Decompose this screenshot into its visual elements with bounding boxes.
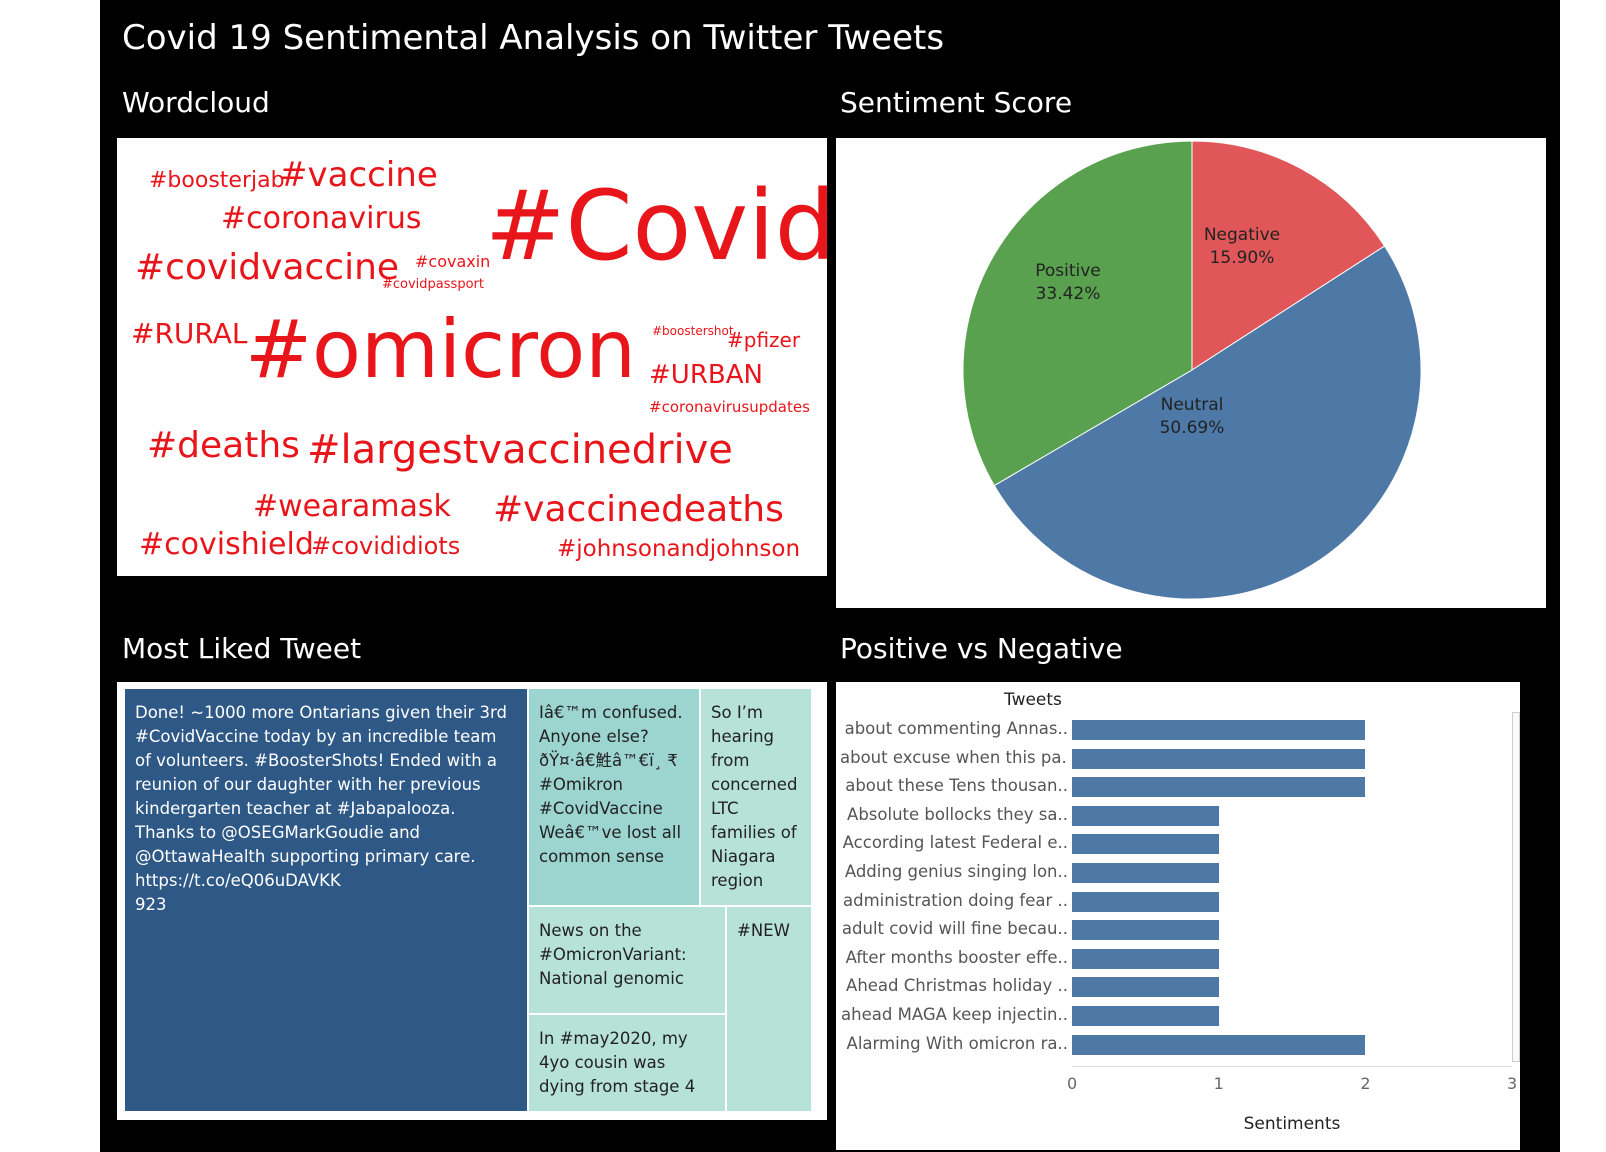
- pie-label-positive-value: 33.42%: [1035, 284, 1101, 304]
- bar-scrollbar[interactable]: [1512, 712, 1520, 1062]
- treemap-cell-news[interactable]: News on the #OmicronVariant: National ge…: [529, 907, 727, 1015]
- bar-plot-area: about commenting Annas.. about excuse whe…: [836, 716, 1520, 1066]
- bar-marks: [1072, 716, 1512, 1066]
- word-covid[interactable]: #Covid: [485, 170, 827, 282]
- pie-slice-positive[interactable]: [962, 140, 1193, 487]
- bar-category-label: Alarming With omicron ra..: [846, 1033, 1068, 1053]
- pie-label-positive[interactable]: Positive 33.42%: [998, 260, 1138, 306]
- sentiment-panel: Negative 15.90% Positive 33.42% Neutral …: [836, 138, 1546, 608]
- bar-x-tick-label: 0: [1067, 1074, 1078, 1093]
- sentiment-heading: Sentiment Score: [840, 86, 1073, 119]
- treemap-cell-top-tweet[interactable]: Done! ~1000 more Ontarians given their 3…: [125, 689, 529, 1113]
- word-largestvaccinedrive[interactable]: #largestvaccinedrive: [307, 427, 733, 473]
- treemap-cell-hearing[interactable]: So I’m hearing from concerned LTC famili…: [701, 689, 813, 907]
- word-rural[interactable]: #RURAL: [131, 317, 248, 350]
- bar-x-ticks: 0 1 2 3: [1067, 1074, 1520, 1098]
- word-johnsonandjohnson[interactable]: #johnsonandjohnson: [557, 536, 801, 562]
- bar-y-axis-title: Tweets: [1004, 690, 1062, 710]
- word-vaccinedeaths[interactable]: #vaccinedeaths: [493, 489, 784, 530]
- pie-label-neutral[interactable]: Neutral 50.69%: [1122, 394, 1262, 440]
- bar-x-tick-label: 3: [1507, 1074, 1518, 1093]
- bar-category-label: According latest Federal e..: [842, 833, 1068, 853]
- bar-category-label: Adding genius singing lon..: [844, 862, 1068, 881]
- word-deaths[interactable]: #deaths: [147, 425, 300, 466]
- word-coronavirusupdates[interactable]: #coronavirusupdates: [649, 398, 810, 416]
- bar-category-label: Absolute bollocks they sa..: [847, 804, 1068, 824]
- pie-label-neutral-name: Neutral: [1160, 395, 1224, 415]
- bar-category-label: administration doing fear ..: [842, 890, 1068, 910]
- pie-slice-negative[interactable]: [1191, 140, 1386, 371]
- treemap-cell-confused[interactable]: Iâ€™m confused. Anyone else? ðŸ¤·â€鮏â™€ï…: [529, 689, 701, 907]
- bar-x-tick-label: 2: [1360, 1074, 1371, 1093]
- wordcloud-heading: Wordcloud: [122, 86, 270, 119]
- treemap-panel: Done! ~1000 more Ontarians given their 3…: [117, 682, 827, 1120]
- bar-category-label: about excuse when this pa..: [840, 747, 1068, 767]
- most-liked-heading: Most Liked Tweet: [122, 632, 362, 665]
- word-covididiots[interactable]: #covididiots: [311, 532, 461, 560]
- word-boosterjab[interactable]: #boosterjab: [149, 168, 285, 193]
- bar-x-axis-line: [1072, 1066, 1512, 1067]
- word-omicron[interactable]: #omicron: [245, 303, 636, 396]
- bar-mark[interactable]: [1072, 777, 1366, 798]
- bar-mark[interactable]: [1072, 1006, 1219, 1026]
- bar-mark[interactable]: [1072, 891, 1219, 912]
- pie-label-positive-name: Positive: [1035, 261, 1101, 281]
- treemap-cell-new[interactable]: #NEW: [727, 907, 813, 1113]
- word-urban[interactable]: #URBAN: [649, 360, 763, 390]
- word-covishield[interactable]: #covishield: [139, 527, 314, 562]
- pie-slice-neutral[interactable]: [993, 245, 1422, 600]
- bar-mark[interactable]: [1072, 863, 1219, 883]
- pos-neg-heading: Positive vs Negative: [840, 632, 1123, 665]
- word-boostershot[interactable]: #boostershot: [652, 324, 734, 338]
- bar-mark[interactable]: [1072, 720, 1366, 740]
- word-covaxin[interactable]: #covaxin: [415, 252, 491, 271]
- bar-mark[interactable]: [1072, 920, 1219, 941]
- pie-label-negative-value: 15.90%: [1209, 248, 1275, 268]
- wordcloud-panel: #boosterjab #vaccine #coronavirus #Covid…: [117, 138, 827, 576]
- bar-x-tick-label: 1: [1213, 1074, 1224, 1093]
- bar-mark[interactable]: [1072, 948, 1219, 969]
- word-wearamask[interactable]: #wearamask: [253, 489, 451, 524]
- bar-chart-panel: Tweets about commenting Annas.. about exc…: [836, 682, 1520, 1150]
- pie-label-negative-name: Negative: [1203, 225, 1281, 245]
- pie-label-negative[interactable]: Negative 15.90%: [1172, 224, 1312, 270]
- bar-category-labels: about commenting Annas.. about excuse whe…: [836, 716, 1068, 1066]
- bar-category-label: about these Tens thousan..: [845, 776, 1068, 796]
- treemap-cell-may2020[interactable]: In #may2020, my 4yo cousin was dying fro…: [529, 1015, 727, 1113]
- bar-category-label: adult covid will fine becau..: [841, 919, 1068, 939]
- word-covidvaccine[interactable]: #covidvaccine: [135, 247, 400, 288]
- bar-category-label: Ahead Christmas holiday ..: [846, 976, 1068, 996]
- word-vaccine[interactable]: #vaccine: [279, 155, 438, 195]
- bar-mark[interactable]: [1072, 834, 1219, 855]
- word-coronavirus[interactable]: #coronavirus: [221, 201, 422, 236]
- bar-x-axis-title: Sentiments: [1243, 1114, 1341, 1134]
- pie-label-neutral-value: 50.69%: [1159, 418, 1225, 438]
- bar-category-label: ahead MAGA keep injectin..: [841, 1005, 1068, 1024]
- bar-mark[interactable]: [1072, 1034, 1366, 1055]
- dashboard-title: Covid 19 Sentimental Analysis on Twitter…: [122, 18, 945, 58]
- bar-mark[interactable]: [1072, 805, 1219, 826]
- bar-mark[interactable]: [1072, 977, 1219, 998]
- word-covidpassport[interactable]: #covidpassport: [382, 277, 484, 292]
- sentiment-pie: [962, 140, 1422, 600]
- bar-category-label: about commenting Annas..: [844, 719, 1068, 738]
- bar-mark[interactable]: [1072, 748, 1366, 769]
- bar-category-label: After months booster effe..: [845, 947, 1068, 967]
- word-pfizer[interactable]: #pfizer: [727, 328, 801, 352]
